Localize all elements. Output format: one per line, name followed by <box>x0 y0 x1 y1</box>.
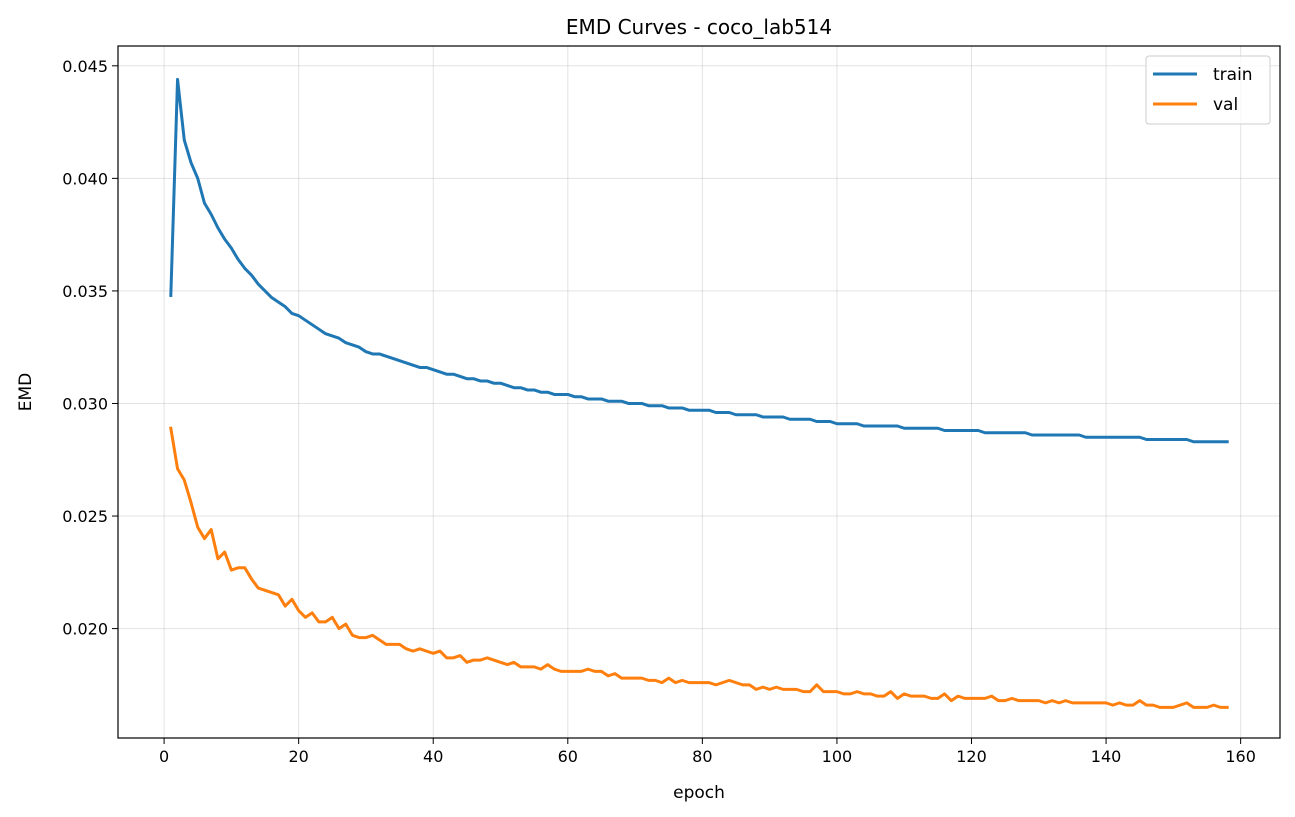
x-tick-label: 80 <box>692 747 712 766</box>
x-tick-label: 100 <box>822 747 853 766</box>
series-lines <box>169 77 1229 709</box>
y-tick-label: 0.025 <box>62 507 108 526</box>
y-tick-label: 0.040 <box>62 169 108 188</box>
chart-title: EMD Curves - coco_lab514 <box>566 15 832 39</box>
x-tick-label: 120 <box>956 747 987 766</box>
y-tick-label: 0.030 <box>62 394 108 413</box>
y-tick-label: 0.020 <box>62 620 108 639</box>
series-line-val <box>169 426 1229 709</box>
y-tick-label: 0.035 <box>62 282 108 301</box>
x-tick-label: 160 <box>1225 747 1256 766</box>
x-tick-label: 40 <box>423 747 443 766</box>
y-tick-label: 0.045 <box>62 57 108 76</box>
x-tick-label: 0 <box>159 747 169 766</box>
legend-label-train: train <box>1213 65 1253 85</box>
x-axis-label: epoch <box>673 783 725 803</box>
legend-label-val: val <box>1213 95 1238 115</box>
x-tick-label: 20 <box>288 747 308 766</box>
plot-frame <box>117 45 1281 739</box>
x-tick-label: 140 <box>1091 747 1122 766</box>
ticks: 0 20 40 60 80 100 120 140 160 0.020 0.025 0.030 0.03… <box>62 57 1256 766</box>
y-axis-label: EMD <box>16 373 36 412</box>
x-tick-label: 60 <box>558 747 578 766</box>
legend: train val <box>1145 55 1271 125</box>
grid <box>118 46 1280 738</box>
series-line-train <box>169 77 1229 444</box>
